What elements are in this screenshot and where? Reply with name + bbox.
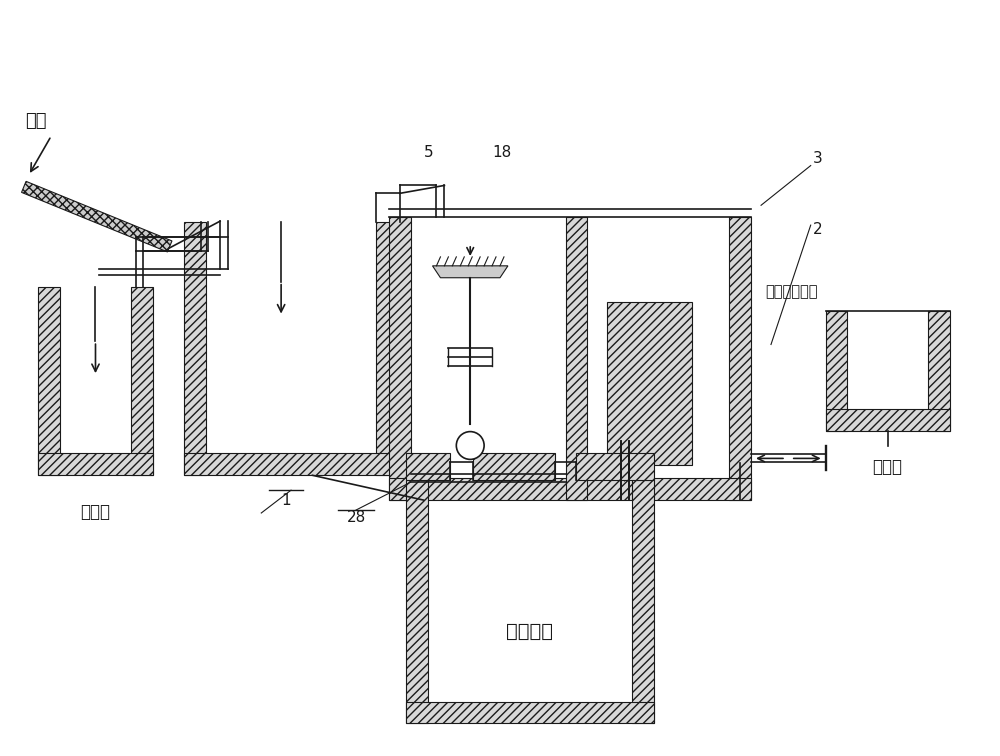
Bar bbox=[406, 480, 428, 723]
Bar bbox=[473, 454, 555, 480]
Bar bbox=[38, 287, 60, 476]
Bar bbox=[206, 222, 376, 454]
Bar bbox=[607, 302, 692, 466]
Bar bbox=[576, 454, 654, 480]
Bar bbox=[38, 454, 153, 476]
Bar bbox=[428, 480, 632, 702]
Text: 2: 2 bbox=[813, 222, 822, 237]
Bar bbox=[60, 287, 131, 454]
Bar bbox=[184, 222, 206, 476]
Text: 原水池: 原水池 bbox=[80, 503, 110, 521]
Bar bbox=[389, 217, 411, 500]
Bar bbox=[566, 217, 587, 500]
Text: 28: 28 bbox=[346, 510, 366, 525]
Text: 污泥池: 污泥池 bbox=[873, 458, 903, 476]
Text: 处理水池: 处理水池 bbox=[506, 621, 553, 640]
Bar bbox=[131, 287, 153, 476]
Text: 污泥流动方向: 污泥流动方向 bbox=[765, 284, 818, 299]
Bar bbox=[376, 222, 398, 476]
Polygon shape bbox=[22, 181, 172, 252]
Text: 1: 1 bbox=[281, 493, 291, 508]
Bar bbox=[184, 454, 398, 476]
Text: 5: 5 bbox=[424, 144, 433, 160]
Bar bbox=[826, 311, 847, 431]
Text: 3: 3 bbox=[813, 150, 822, 166]
Bar bbox=[826, 409, 950, 431]
Bar bbox=[389, 479, 751, 500]
Polygon shape bbox=[432, 266, 508, 277]
Text: 18: 18 bbox=[492, 144, 512, 160]
Bar bbox=[632, 480, 654, 723]
Bar bbox=[406, 454, 450, 480]
Bar bbox=[847, 311, 928, 409]
Bar bbox=[411, 217, 729, 479]
Bar bbox=[928, 311, 950, 431]
Bar bbox=[411, 217, 566, 479]
Text: 废水: 废水 bbox=[26, 112, 47, 130]
Bar bbox=[729, 217, 751, 500]
Bar bbox=[406, 702, 654, 723]
Circle shape bbox=[456, 432, 484, 460]
